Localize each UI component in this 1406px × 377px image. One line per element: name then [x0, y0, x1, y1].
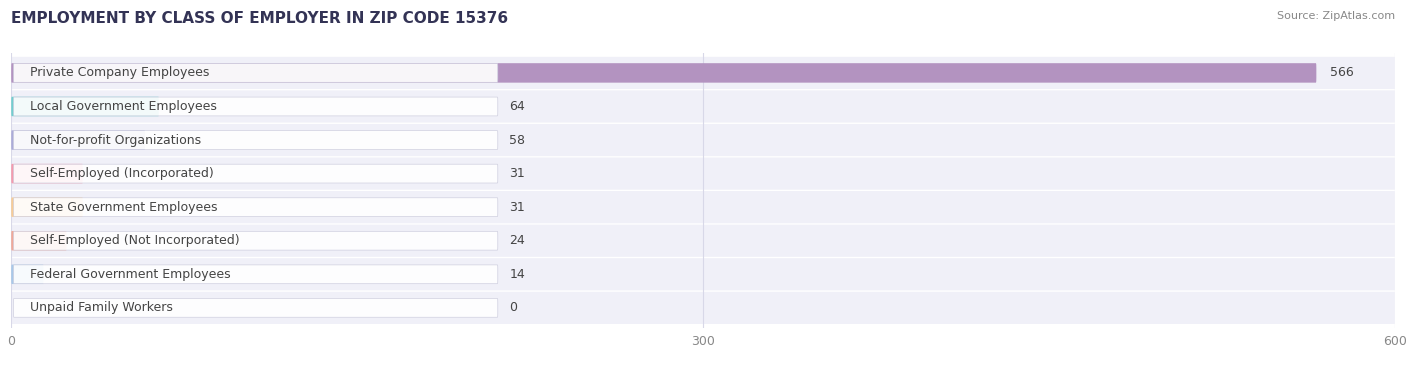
Text: Local Government Employees: Local Government Employees	[30, 100, 217, 113]
Text: Private Company Employees: Private Company Employees	[30, 66, 209, 80]
FancyBboxPatch shape	[11, 90, 1395, 123]
Text: State Government Employees: State Government Employees	[30, 201, 217, 214]
Text: EMPLOYMENT BY CLASS OF EMPLOYER IN ZIP CODE 15376: EMPLOYMENT BY CLASS OF EMPLOYER IN ZIP C…	[11, 11, 509, 26]
FancyBboxPatch shape	[14, 231, 498, 250]
Text: 14: 14	[509, 268, 524, 281]
FancyBboxPatch shape	[11, 225, 1395, 257]
Text: 31: 31	[509, 201, 524, 214]
FancyBboxPatch shape	[11, 258, 1395, 290]
FancyBboxPatch shape	[11, 265, 44, 284]
Text: 31: 31	[509, 167, 524, 180]
Text: Federal Government Employees: Federal Government Employees	[30, 268, 231, 281]
FancyBboxPatch shape	[11, 198, 83, 217]
FancyBboxPatch shape	[11, 63, 1316, 83]
Text: 64: 64	[509, 100, 524, 113]
Text: Source: ZipAtlas.com: Source: ZipAtlas.com	[1277, 11, 1395, 21]
Text: Not-for-profit Organizations: Not-for-profit Organizations	[30, 133, 201, 147]
FancyBboxPatch shape	[14, 299, 498, 317]
FancyBboxPatch shape	[11, 164, 83, 183]
FancyBboxPatch shape	[11, 231, 66, 250]
Text: 24: 24	[509, 234, 524, 247]
FancyBboxPatch shape	[14, 198, 498, 216]
Text: 566: 566	[1330, 66, 1354, 80]
FancyBboxPatch shape	[11, 130, 145, 150]
Text: 58: 58	[509, 133, 526, 147]
FancyBboxPatch shape	[14, 265, 498, 284]
FancyBboxPatch shape	[11, 97, 159, 116]
FancyBboxPatch shape	[14, 164, 498, 183]
Text: Unpaid Family Workers: Unpaid Family Workers	[30, 301, 173, 314]
Text: Self-Employed (Not Incorporated): Self-Employed (Not Incorporated)	[30, 234, 239, 247]
Text: 0: 0	[509, 301, 517, 314]
FancyBboxPatch shape	[14, 63, 498, 82]
Text: Self-Employed (Incorporated): Self-Employed (Incorporated)	[30, 167, 214, 180]
FancyBboxPatch shape	[11, 158, 1395, 190]
FancyBboxPatch shape	[11, 292, 1395, 324]
FancyBboxPatch shape	[11, 191, 1395, 223]
FancyBboxPatch shape	[14, 97, 498, 116]
FancyBboxPatch shape	[14, 131, 498, 149]
FancyBboxPatch shape	[11, 124, 1395, 156]
FancyBboxPatch shape	[11, 57, 1395, 89]
